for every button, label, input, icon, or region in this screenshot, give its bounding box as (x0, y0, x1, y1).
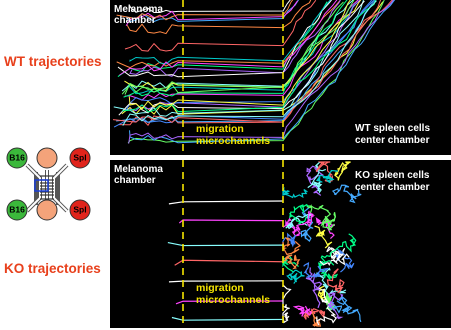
trajectory (326, 268, 345, 294)
panel-label: Melanoma chamber (114, 164, 163, 186)
trajectory (300, 206, 314, 243)
trajectory (315, 267, 347, 296)
trajectory (315, 216, 336, 240)
trajectory (336, 296, 362, 323)
panel-label-line: WT spleen cells (355, 123, 430, 134)
trajectory (303, 261, 330, 279)
panel-label-line: chamber (114, 15, 156, 26)
trajectory (282, 237, 301, 256)
trajectory (327, 291, 344, 320)
panel-label: migration microchannels (196, 123, 270, 147)
trajectory (320, 233, 357, 266)
panel-label-line: Melanoma (114, 4, 163, 15)
panel-label-line: KO spleen cells (355, 170, 430, 181)
trajectory (126, 0, 312, 35)
wt-label: WT trajectories (4, 54, 102, 69)
trajectory (326, 246, 346, 265)
trajectory (325, 291, 336, 311)
panel-label-line: Melanoma (114, 164, 163, 175)
trajectory (292, 305, 313, 317)
device-label: B16 (9, 152, 25, 162)
trajectory (113, 0, 375, 128)
device-diagram: B16 Spl B16 Spl (6, 147, 91, 221)
trajectory (129, 0, 291, 14)
trajectory (319, 250, 350, 267)
panel-label-line: migration (196, 282, 244, 294)
panel-ko (110, 160, 451, 328)
trajectory (285, 213, 314, 230)
trajectory (331, 184, 362, 204)
trajectories (112, 0, 396, 327)
trajectory (315, 161, 334, 184)
panel-label: KO spleen cells center chamber (355, 170, 430, 193)
device-label: Spl (73, 204, 86, 214)
trajectory (314, 225, 333, 249)
trajectory (306, 204, 335, 229)
ko-label: KO trajectories (4, 261, 101, 276)
trajectory (286, 269, 305, 284)
trajectory (129, 0, 396, 144)
trajectory (128, 0, 394, 144)
trajectory (282, 254, 299, 273)
trajectory (316, 287, 337, 326)
panel-wt (110, 0, 451, 155)
panel-label-line: chamber (114, 175, 156, 186)
trajectory (307, 161, 326, 194)
trajectory (122, 0, 377, 126)
trajectory (124, 0, 359, 101)
panel-label-line: migration (196, 123, 244, 135)
trajectory (122, 0, 377, 113)
trajectory (324, 212, 337, 232)
trajectory (125, 0, 300, 23)
panel-label-line: microchannels (196, 135, 270, 147)
device-label: Spl (73, 152, 86, 162)
trajectory (121, 1, 344, 95)
panel-label: WT spleen cells center chamber (355, 123, 430, 146)
trajectory (282, 254, 301, 270)
trajectory (116, 0, 294, 21)
trajectory (295, 210, 316, 231)
trajectory (335, 248, 355, 273)
trajectory (118, 0, 393, 126)
trajectory (129, 0, 332, 65)
panel-label-line: center chamber (355, 182, 430, 193)
trajectory (116, 0, 377, 123)
panel-label-line: center chamber (355, 135, 430, 146)
trajectory (124, 0, 317, 52)
trajectory (315, 169, 339, 184)
trajectory (304, 310, 322, 327)
trajectory (119, 0, 338, 76)
channel-borders (182, 0, 284, 328)
trajectory (175, 300, 284, 305)
panel-label: Melanoma chamber (114, 4, 163, 26)
device-label: B16 (9, 204, 25, 214)
trajectory (305, 267, 323, 309)
trajectory (128, 0, 351, 110)
trajectory (334, 161, 351, 181)
panel-label: migration microchannels (196, 282, 270, 306)
panel-label-line: microchannels (196, 294, 270, 306)
trajectory (317, 260, 339, 280)
trajectory (112, 0, 382, 124)
trajectory (288, 203, 310, 225)
